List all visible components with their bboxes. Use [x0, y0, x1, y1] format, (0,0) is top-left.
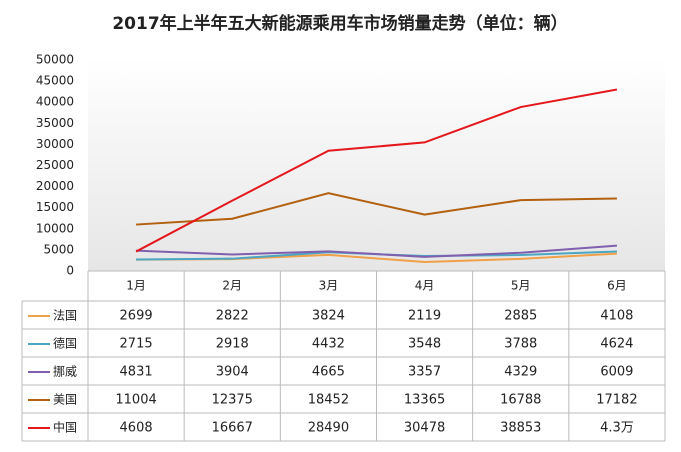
table-cell: 4.3万: [600, 421, 634, 436]
table-cell: 6009: [600, 365, 633, 380]
y-tick-label: 20000: [36, 179, 74, 193]
table-cell: 28490: [308, 421, 349, 436]
table-cell: 16788: [500, 393, 541, 408]
chart-title: 2017年上半年五大新能源乘用车市场销量走势（单位：辆）: [112, 13, 567, 34]
y-tick-label: 45000: [36, 74, 74, 88]
legend-label: 挪威: [53, 365, 77, 379]
table-cell: 2699: [120, 309, 153, 324]
table-cell: 16667: [212, 421, 253, 436]
table-cell: 11004: [115, 393, 156, 408]
x-tick-label: 4月: [415, 279, 435, 293]
x-tick-label: 3月: [319, 279, 339, 293]
table-cell: 2885: [504, 309, 537, 324]
x-tick-label: 6月: [607, 279, 627, 293]
y-tick-label: 5000: [43, 242, 74, 256]
legend-label: 德国: [53, 336, 77, 351]
table-cell: 3788: [504, 337, 537, 352]
table-cell: 4432: [312, 337, 345, 352]
legend-label: 法国: [53, 309, 77, 323]
legend-label: 中国: [53, 420, 77, 435]
table-cell: 2822: [216, 309, 249, 324]
table-cell: 3548: [408, 337, 441, 352]
table-cell: 4608: [120, 421, 153, 436]
y-tick-label: 50000: [36, 53, 74, 67]
series-line: [136, 192, 617, 226]
plot-area: [88, 58, 665, 271]
y-tick-label: 40000: [36, 95, 74, 109]
table-cell: 2119: [408, 309, 441, 324]
y-tick-label: 10000: [36, 221, 74, 235]
x-tick-label: 2月: [222, 279, 242, 293]
x-tick-label: 5月: [511, 279, 531, 293]
y-tick-label: 35000: [36, 116, 74, 130]
y-tick-label: 25000: [36, 158, 74, 172]
table-cell: 38853: [500, 421, 541, 436]
table-cell: 13365: [404, 393, 445, 408]
y-tick-label: 15000: [36, 200, 74, 214]
table-cell: 2715: [120, 337, 153, 352]
series-line: [135, 88, 618, 253]
table-cell: 18452: [308, 393, 349, 408]
table-cell: 3824: [312, 309, 345, 324]
x-tick-label: 1月: [126, 279, 146, 293]
table-cell: 4108: [600, 309, 633, 324]
table-cell: 4624: [600, 337, 633, 352]
table-cell: 17182: [596, 393, 637, 408]
table-cell: 3357: [408, 365, 441, 380]
table-cell: 4831: [120, 365, 153, 380]
table-cell: 4329: [504, 365, 537, 380]
table-cell: 12375: [212, 393, 253, 408]
y-tick-label: 0: [66, 264, 74, 278]
table-cell: 2918: [216, 337, 249, 352]
y-tick-label: 30000: [36, 137, 74, 151]
series-line: [136, 244, 617, 258]
table-cell: 4665: [312, 365, 345, 380]
legend-label: 美国: [53, 393, 77, 407]
table-cell: 30478: [404, 421, 445, 436]
table-cell: 3904: [216, 365, 249, 380]
